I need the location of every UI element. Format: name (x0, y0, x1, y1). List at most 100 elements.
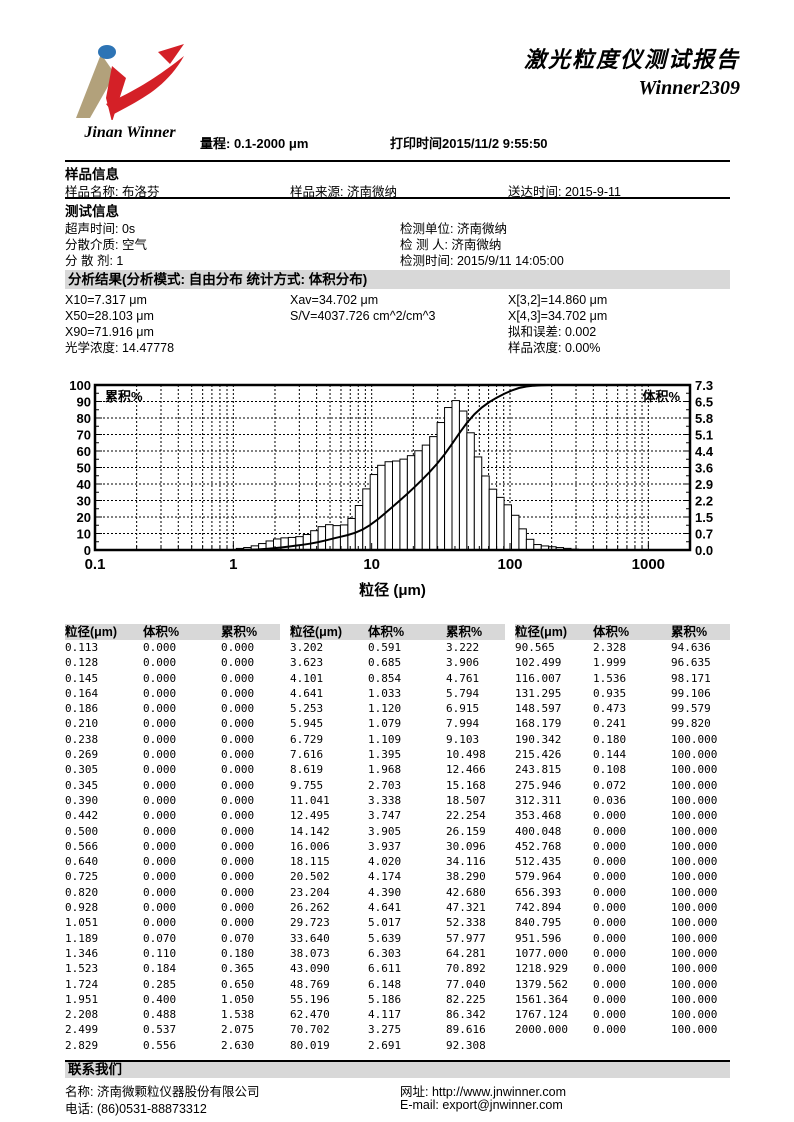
sample-field-2-value: 2015-9-11 (564, 185, 622, 199)
table-row: 0.145 0.000 0.000 (65, 671, 280, 686)
table-cell: 1561.364 (515, 992, 568, 1006)
table-cell (593, 1038, 671, 1053)
table-header-cell: 体积% (143, 625, 180, 639)
table-cell: 0.488 (143, 1008, 177, 1022)
table-cell: 0.556 (143, 1038, 177, 1052)
table-row: 131.295 0.935 99.106 (515, 686, 730, 701)
x-tick-label: 1000 (632, 556, 665, 573)
table-cell: 70.892 (446, 962, 486, 976)
analysis-item: X50=28.103 μm (65, 309, 154, 323)
table-row: 102.499 1.999 96.635 (515, 655, 730, 670)
contact-right-1-value: export@jnwinner.com (442, 1098, 563, 1112)
plot-frame (93, 383, 692, 552)
table-cell: 100.000 (671, 824, 718, 838)
right-tick-label: 5.1 (695, 428, 713, 443)
report-title: 激光粒度仪测试报告 (523, 47, 740, 72)
table-cell: 99.579 (671, 702, 711, 716)
table-cell: 1.120 (368, 702, 402, 716)
histogram-bar (421, 444, 431, 551)
table-cell: 0.000 (593, 977, 627, 991)
table-cell: 100.000 (671, 778, 718, 792)
table-cell: 1.999 (593, 656, 627, 670)
histogram-bar (466, 432, 475, 551)
table-cell: 0.935 (593, 686, 627, 700)
contact-left-0-value: 济南微颗粒仪器股份有限公司 (96, 1085, 260, 1099)
table-row (515, 1038, 730, 1053)
table-cell: 0.000 (593, 946, 627, 960)
table-cell: 100.000 (671, 793, 718, 807)
table-cell: 0.000 (221, 717, 255, 731)
table-row: 0.390 0.000 0.000 (65, 793, 280, 808)
test-left-2-value: 1 (116, 254, 124, 268)
table-row: 0.164 0.000 0.000 (65, 686, 280, 701)
test-info-row: 超声时间: 0s 检测单位: 济南微纳 (65, 218, 730, 237)
table-cell: 7.616 (290, 748, 324, 762)
table-cell: 0.640 (65, 855, 99, 869)
table-cell: 1.724 (65, 977, 99, 991)
test-left-1-label: 分散介质: (65, 238, 122, 252)
table-cell: 2.829 (65, 1038, 99, 1052)
table-cell: 100.000 (671, 916, 718, 930)
histogram-bar (287, 536, 297, 551)
analysis-item: X[4,3]=34.702 μm (508, 309, 608, 323)
contact-left-1-label: 电话: (65, 1102, 97, 1116)
left-tick-label: 0 (84, 543, 91, 558)
table-row: 1.724 0.285 0.650 (65, 977, 280, 992)
particle-size-chart: 0 10 20 30 40 50 60 70 80 90 100 0.0 0.7 1.5 2.2 2.9 3.6… (65, 378, 730, 607)
table-row: 8.619 1.968 12.466 (290, 762, 505, 777)
table-cell: 96.635 (671, 656, 711, 670)
histogram-bar (481, 475, 490, 551)
table-cell: 0.000 (593, 824, 627, 838)
table-row: 0.269 0.000 0.000 (65, 747, 280, 762)
logo-red-tip (158, 44, 184, 64)
table-cell: 3.905 (368, 824, 402, 838)
table-cell: 16.006 (290, 839, 330, 853)
table-cell: 43.090 (290, 962, 330, 976)
table-cell: 0.000 (221, 839, 255, 853)
test-right-0-label: 检测单位: (400, 222, 457, 236)
left-axis-legend: 累积% (105, 389, 143, 404)
histogram-bar (444, 407, 453, 551)
table-cell: 0.000 (221, 885, 255, 899)
table-cell: 5.639 (368, 931, 402, 945)
table-header-cell: 累积% (446, 625, 483, 639)
table-row: 9.755 2.703 15.168 (290, 778, 505, 793)
table-row: 16.006 3.937 30.096 (290, 839, 505, 854)
histogram-bar (436, 422, 446, 551)
table-cell: 0.000 (593, 962, 627, 976)
table-cell: 0.365 (221, 962, 255, 976)
table-header-row: 粒径(μm) 体积% 累积% (515, 624, 730, 640)
histogram-bar (429, 436, 438, 551)
winner-logo-graphic (76, 44, 184, 122)
test-right-2-label: 检测时间: (400, 254, 457, 268)
divider (65, 160, 730, 162)
range-label: 量程: 0.1-2000 μm (200, 136, 309, 151)
right-tick-label: 1.5 (695, 510, 713, 525)
logo-blue-dot (98, 45, 116, 59)
table-row: 23.204 4.390 42.680 (290, 885, 505, 900)
analysis-col1: X10=7.317 μm X50=28.103 μm X90=71.916 μm 光学… (65, 292, 174, 356)
table-cell: 1379.562 (515, 977, 568, 991)
table-row: 275.946 0.072 100.000 (515, 778, 730, 793)
table-cell: 62.470 (290, 1008, 330, 1022)
test-right-0: 检测单位: 济南微纳 (400, 218, 507, 237)
test-info-row: 分 散 剂: 1 检测时间: 2015/9/11 14:05:00 (65, 250, 730, 268)
table-cell: 100.000 (671, 870, 718, 884)
table-cell: 90.565 (515, 641, 555, 654)
table-group-1: 粒径(μm) 体积% 累积% 3.202 0.591 3.222 3.623 0.685 3.9… (290, 624, 505, 1053)
table-cell: 0.591 (368, 641, 402, 654)
table-cell: 0.128 (65, 656, 99, 670)
contact-left-1: 电话: (86)0531-88873312 (65, 1098, 207, 1117)
table-cell: 99.820 (671, 717, 711, 731)
table-cell: 0.000 (143, 717, 177, 731)
table-cell: 215.426 (515, 748, 562, 762)
logo-tan-swoosh (76, 54, 115, 118)
table-cell: 0.000 (143, 885, 177, 899)
sample-field-1: 样品来源: 济南微纳 (290, 181, 397, 200)
table-row: 12.495 3.747 22.254 (290, 808, 505, 823)
table-row: 1.523 0.184 0.365 (65, 961, 280, 976)
table-cell: 1.951 (65, 992, 99, 1006)
table-cell: 0.144 (593, 748, 627, 762)
table-cell: 11.041 (290, 793, 330, 807)
left-tick-label: 70 (77, 428, 91, 443)
